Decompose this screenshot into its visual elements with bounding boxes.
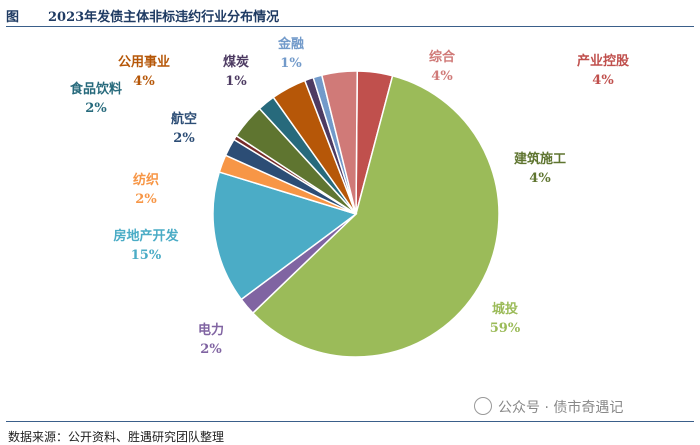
slice-label-value: 4% <box>133 74 155 89</box>
title-bar: 图 2023年发债主体非标违约行业分布情况 <box>6 4 694 27</box>
slice-label-value: 4% <box>431 69 453 84</box>
slice-label-name: 电力 <box>198 322 224 338</box>
slice-label-name: 房地产开发 <box>113 228 179 244</box>
slice-label-name: 综合 <box>429 49 456 65</box>
figure-prefix: 图 <box>6 10 20 25</box>
pie-slice-综合 <box>320 70 359 215</box>
pie-slice-房地产开发 <box>212 171 358 301</box>
slice-label-value: 2% <box>173 131 195 146</box>
slice-label-value: 4% <box>529 171 551 186</box>
watermark-text: 公众号 · 债市奇遇记 <box>498 400 624 416</box>
slice-label-value: 4% <box>592 73 614 88</box>
source-divider <box>6 421 694 422</box>
slice-label-name: 煤炭 <box>223 54 249 70</box>
slice-label-value: 1% <box>280 56 302 71</box>
slice-label-name: 城投 <box>492 301 518 317</box>
slice-label-value: 15% <box>131 248 162 263</box>
watermark: 公众号 · 债市奇遇记 <box>474 397 623 417</box>
wechat-icon <box>474 397 492 415</box>
slice-label-name: 金融 <box>277 36 304 52</box>
slice-label-value: 2% <box>200 342 222 357</box>
slice-label-name: 公用事业 <box>118 54 170 70</box>
slice-label-name: 航空 <box>171 111 197 127</box>
slice-label-name: 食品饮料 <box>70 81 122 97</box>
chart-title: 2023年发债主体非标违约行业分布情况 <box>48 10 280 25</box>
pie-chart: 产业控股 4% 城投 59% 电力 2% 房地产开发 15% 纺织 2% 航空 2% 建筑施工 4% 食品饮… <box>70 36 629 358</box>
source-note: 数据来源：公开资料、胜遇研究团队整理 <box>8 430 225 444</box>
pie-slice-城投 <box>251 74 500 358</box>
slice-label-value: 2% <box>85 101 107 116</box>
slice-label-name: 建筑施工 <box>514 151 566 167</box>
slice-label-name: 纺织 <box>133 172 159 188</box>
slice-label-value: 1% <box>225 74 247 89</box>
slice-label-value: 2% <box>135 192 157 207</box>
slice-label-value: 59% <box>490 321 521 336</box>
slice-label-name: 产业控股 <box>577 53 629 69</box>
